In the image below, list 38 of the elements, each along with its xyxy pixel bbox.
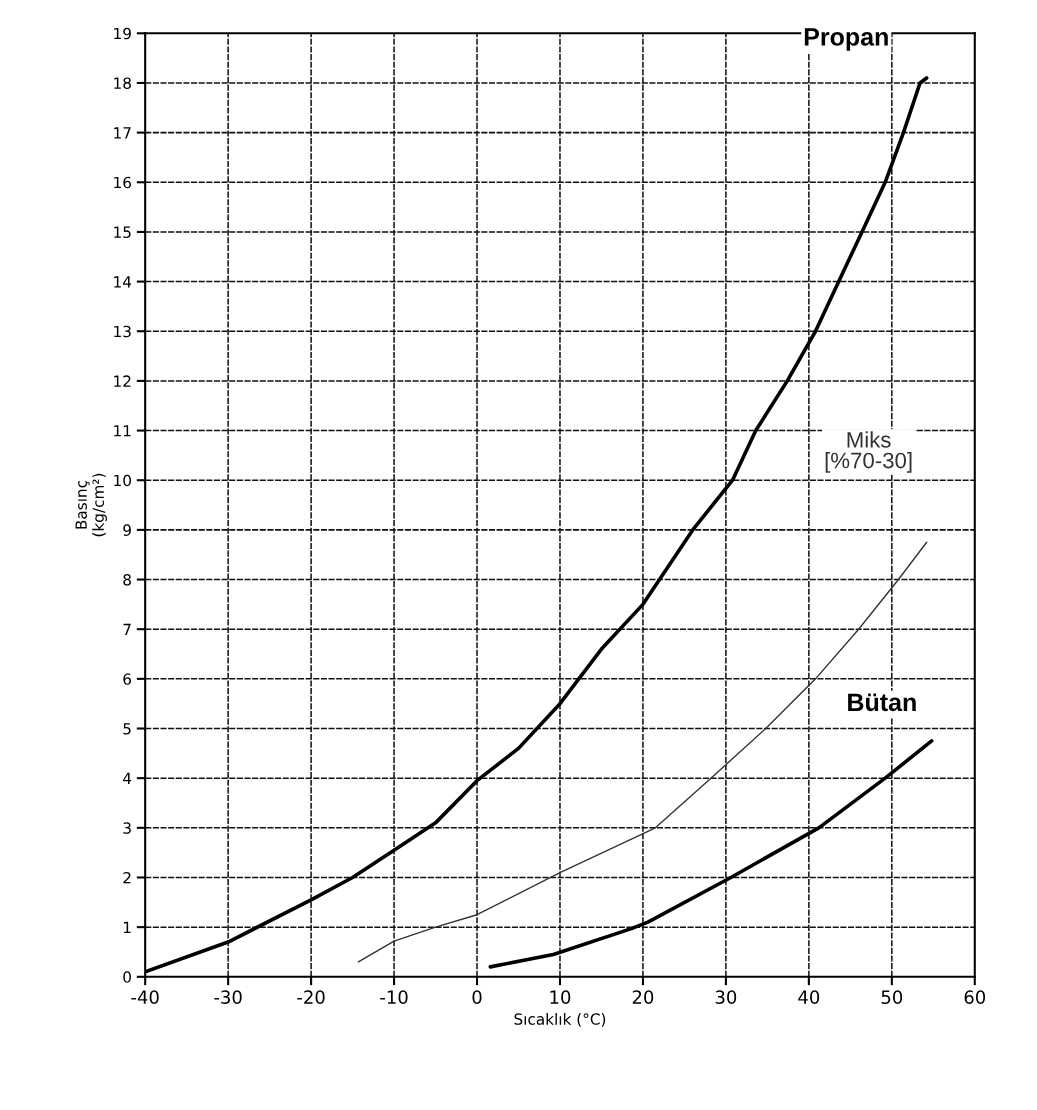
y-tick-label: 12 (114, 375, 131, 387)
x-axis-title: Sıcaklık (°C) (514, 1013, 606, 1027)
x-tick-label: -20 (297, 990, 325, 1004)
y-tick-label: 8 (123, 574, 131, 586)
y-tick-label: 19 (114, 27, 131, 40)
x-tick-label: 50 (881, 990, 903, 1004)
x-tick-label: -30 (214, 990, 242, 1004)
y-tick-label: 5 (123, 723, 131, 735)
line-series (357, 541, 928, 963)
y-axis-title: Basınç (kg/cm²) (75, 473, 107, 537)
x-tick-label: -10 (380, 990, 408, 1004)
y-tick-label: 9 (123, 524, 131, 536)
x-tick-label: 40 (798, 990, 820, 1004)
y-tick-label: 13 (114, 325, 131, 338)
text: Miks [%70-30] (825, 431, 912, 473)
y-tick-label: 0 (123, 971, 131, 983)
y-tick-label: 2 (123, 871, 131, 884)
y-tick-label: 16 (114, 176, 132, 189)
y-tick-label: 4 (123, 772, 132, 784)
y-tick-label: 1 (123, 921, 131, 933)
y-tick-label: 18 (114, 77, 131, 89)
y-tick-label: 10 (114, 474, 131, 487)
y-tick-label: 17 (114, 127, 131, 139)
x-tick-label: 60 (964, 990, 986, 1004)
y-tick-label: 7 (123, 623, 131, 635)
line-series (488, 739, 934, 969)
x-tick-label: -40 (131, 990, 159, 1004)
x-tick-label: 10 (550, 990, 571, 1004)
x-tick-label: 30 (715, 990, 737, 1004)
series-label: Propan (804, 28, 888, 51)
x-tick-label: 0 (472, 990, 482, 1004)
y-tick-label: 14 (114, 276, 132, 288)
y-tick-label: 3 (123, 822, 131, 834)
y-tick-label: 11 (114, 425, 131, 437)
y-tick-label: 6 (123, 673, 132, 685)
y-tick-label: 15 (114, 226, 131, 238)
x-tick-label: 20 (632, 990, 654, 1004)
series-label: Bütan (848, 693, 916, 712)
